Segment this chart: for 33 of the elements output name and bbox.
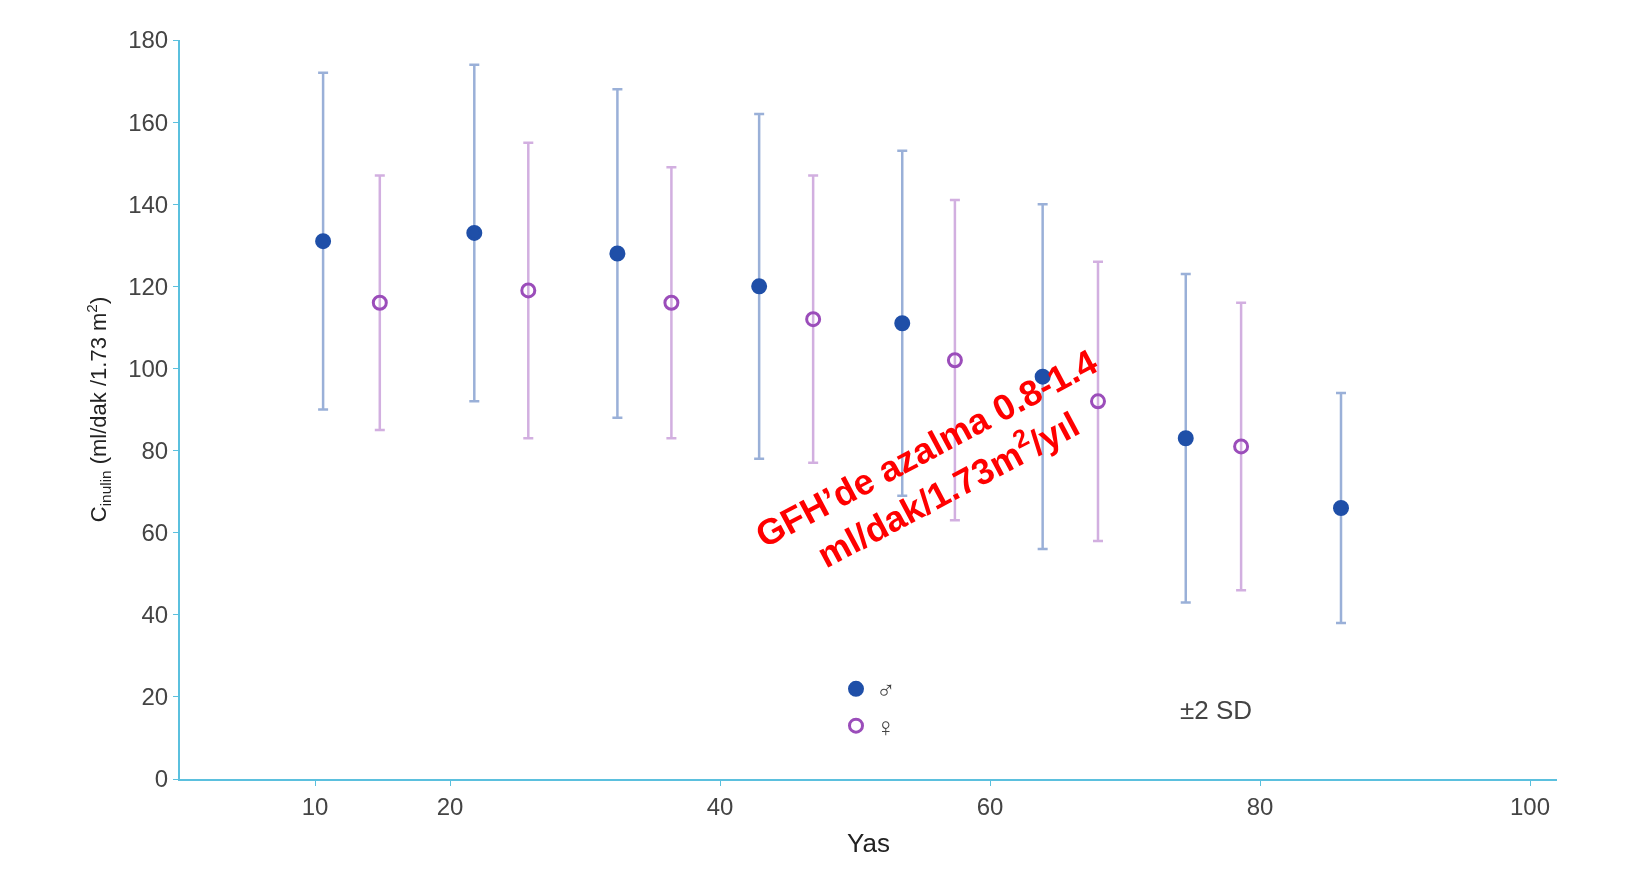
legend-label: ♂ <box>876 674 896 705</box>
annotation: ±2 SD <box>1180 695 1253 725</box>
x-tick-label: 40 <box>706 792 734 820</box>
point <box>805 311 822 328</box>
point <box>751 278 768 295</box>
point <box>315 233 332 250</box>
x-tick-label: 20 <box>436 792 464 820</box>
y-tick-label: 120 <box>128 272 169 300</box>
point <box>371 294 388 311</box>
point <box>1333 500 1349 517</box>
point <box>894 315 911 332</box>
x-tick-label: 100 <box>1509 792 1551 820</box>
point <box>1177 430 1194 447</box>
y-tick-label: 100 <box>128 354 169 382</box>
y-tick-label: 80 <box>141 436 169 464</box>
y-tick-label: 40 <box>141 601 169 629</box>
point <box>946 352 963 369</box>
x-tick-label: 80 <box>1246 792 1274 820</box>
point <box>609 245 626 262</box>
y-tick-label: 160 <box>128 108 169 136</box>
x-tick-label: 10 <box>301 792 329 820</box>
y-tick-label: 60 <box>141 519 169 547</box>
y-tick-label: 20 <box>141 683 169 711</box>
point <box>466 224 483 241</box>
y-tick-label: 140 <box>128 190 169 218</box>
x-tick-label: 60 <box>976 792 1004 820</box>
legend-label: ♀ <box>876 711 896 742</box>
point <box>520 282 537 299</box>
point <box>1233 438 1250 455</box>
y-tick-label: 180 <box>128 26 169 54</box>
point <box>663 294 680 311</box>
x-axis-title: Yas <box>847 828 890 858</box>
y-tick-label: 0 <box>154 765 169 793</box>
